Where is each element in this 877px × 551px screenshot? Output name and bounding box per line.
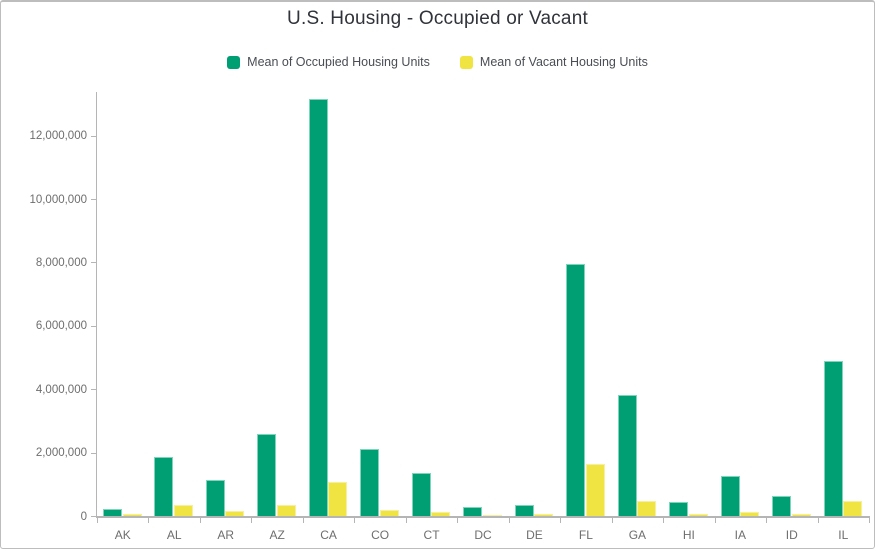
x-axis-tick — [457, 518, 459, 523]
x-axis-tick — [611, 518, 613, 523]
x-axis-tick — [714, 518, 716, 523]
legend-label-vacant: Mean of Vacant Housing Units — [479, 55, 648, 69]
bar-occupied-CT[interactable] — [411, 473, 431, 516]
y-axis-label: 8,000,000 — [35, 256, 87, 269]
bar-occupied-AR[interactable] — [205, 480, 225, 516]
bar-occupied-CA[interactable] — [308, 99, 328, 516]
y-axis-tick — [91, 325, 96, 327]
bar-occupied-IA[interactable] — [720, 476, 740, 516]
x-axis-tick — [663, 518, 665, 523]
y-axis-label: 0 — [80, 510, 87, 523]
x-axis-tick — [97, 518, 98, 523]
x-axis-label-DE: DE — [526, 528, 543, 542]
bar-vacant-DC[interactable] — [482, 515, 502, 516]
chart-title: U.S. Housing - Occupied or Vacant — [287, 8, 588, 29]
y-axis-tick — [91, 135, 96, 137]
x-axis-label-FL: FL — [578, 528, 593, 542]
x-axis-label-CT: CT — [423, 528, 440, 542]
bar-occupied-DC[interactable] — [463, 507, 483, 516]
legend-item-occupied[interactable]: Mean of Occupied Housing Units — [227, 55, 430, 69]
bar-vacant-AZ[interactable] — [276, 505, 296, 516]
x-axis-tick — [560, 518, 562, 523]
x-axis-tick — [354, 518, 356, 523]
x-axis-label-AK: AK — [114, 528, 131, 542]
legend: Mean of Occupied Housing Units Mean of V… — [1, 55, 874, 69]
x-axis-line — [96, 516, 870, 518]
bar-vacant-CO[interactable] — [379, 510, 399, 516]
x-axis-label-IL: IL — [838, 528, 849, 542]
y-axis-tick — [91, 389, 96, 391]
bar-occupied-AL[interactable] — [154, 457, 174, 516]
bar-vacant-DE[interactable] — [534, 514, 554, 516]
bar-occupied-ID[interactable] — [772, 496, 792, 516]
bar-occupied-GA[interactable] — [617, 395, 637, 516]
x-axis-label-AR: AR — [217, 528, 234, 542]
x-axis-tick — [508, 518, 510, 523]
x-axis-tick — [869, 518, 870, 523]
bar-vacant-AK[interactable] — [122, 514, 142, 516]
x-axis-tick — [817, 518, 819, 523]
y-axis-line — [96, 92, 97, 516]
bar-vacant-FL[interactable] — [585, 464, 605, 516]
y-axis-label: 4,000,000 — [35, 383, 87, 396]
legend-item-vacant[interactable]: Mean of Vacant Housing Units — [459, 55, 648, 69]
y-axis-tick — [91, 516, 96, 517]
bar-occupied-FL[interactable] — [566, 264, 586, 516]
bar-occupied-DE[interactable] — [514, 505, 534, 516]
bar-occupied-IL[interactable] — [823, 361, 843, 516]
x-axis-label-DC: DC — [474, 528, 492, 542]
bar-occupied-AZ[interactable] — [257, 434, 277, 516]
bar-vacant-ID[interactable] — [791, 514, 811, 516]
x-axis-label-HI: HI — [682, 528, 695, 542]
y-axis-label: 10,000,000 — [29, 193, 87, 206]
y-axis-tick — [91, 452, 96, 454]
x-axis-label-CO: CO — [371, 528, 390, 542]
bar-vacant-CA[interactable] — [328, 482, 348, 516]
x-axis-label-AL: AL — [166, 528, 182, 542]
x-axis-tick — [302, 518, 304, 523]
x-axis-tick — [766, 518, 768, 523]
bar-vacant-CT[interactable] — [431, 512, 451, 516]
x-axis-tick — [251, 518, 253, 523]
bar-vacant-IA[interactable] — [740, 512, 760, 516]
bar-vacant-HI[interactable] — [688, 514, 708, 516]
x-axis-label-AZ: AZ — [269, 528, 285, 542]
x-axis-tick — [405, 518, 407, 523]
bar-occupied-AK[interactable] — [103, 509, 122, 516]
y-axis-tick — [91, 199, 96, 200]
legend-label-occupied: Mean of Occupied Housing Units — [247, 55, 430, 69]
x-axis-label-ID: ID — [785, 528, 798, 542]
x-axis-label-GA: GA — [628, 528, 647, 542]
bar-vacant-IL[interactable] — [843, 501, 863, 516]
bar-vacant-AR[interactable] — [225, 511, 245, 516]
x-axis-label-CA: CA — [320, 528, 337, 542]
occupied-swatch-icon — [227, 55, 241, 69]
vacant-swatch-icon — [459, 55, 473, 69]
x-axis-tick — [148, 518, 150, 523]
bar-occupied-HI[interactable] — [669, 502, 689, 516]
y-axis-label: 2,000,000 — [35, 447, 87, 460]
y-axis-tick — [91, 262, 96, 264]
y-axis-label: 6,000,000 — [35, 320, 87, 333]
x-axis-tick — [199, 518, 201, 523]
bar-vacant-GA[interactable] — [637, 501, 657, 516]
bar-vacant-AL[interactable] — [173, 505, 193, 516]
bar-occupied-CO[interactable] — [360, 449, 380, 516]
y-axis-label: 12,000,000 — [29, 130, 87, 143]
x-axis-label-IA: IA — [734, 528, 746, 542]
